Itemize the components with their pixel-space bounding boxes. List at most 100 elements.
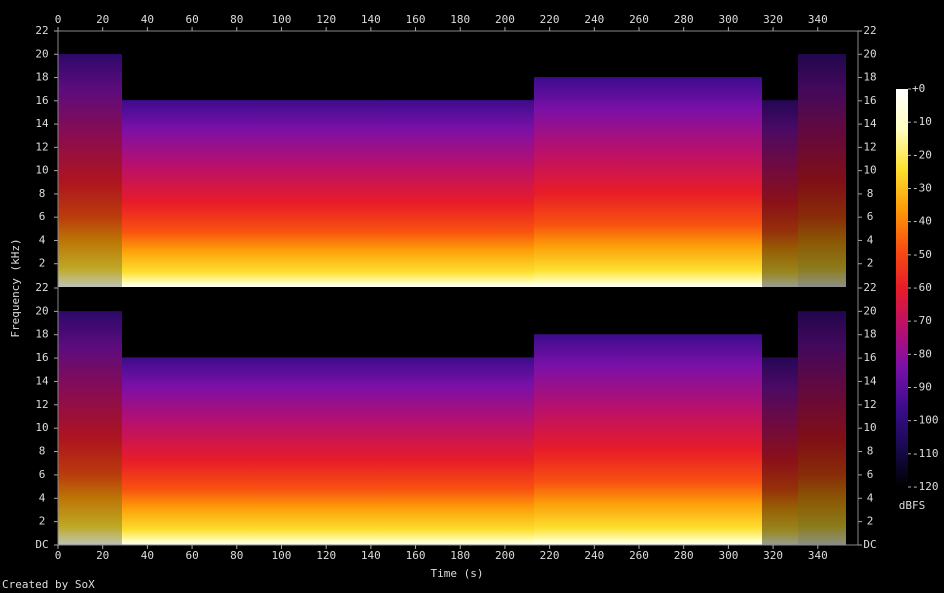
colorbar-tick-label: -20 [912, 148, 932, 161]
y-tick-label: 18 [35, 328, 48, 341]
spectrogram-region [122, 357, 534, 545]
colorbar [896, 89, 908, 487]
colorbar-tick-label: -40 [912, 215, 932, 228]
footer: Created by SoX [2, 578, 95, 591]
y-tick-label: 20 [35, 47, 48, 60]
x-tick-label: 140 [361, 549, 381, 562]
y-tick-label: 4 [39, 491, 46, 504]
x-tick-label: 220 [540, 549, 560, 562]
x-tick-label: 180 [450, 549, 470, 562]
y-tick-label: 6 [867, 468, 874, 481]
y-tick-label: DC [35, 538, 48, 551]
colorbar-tick-label: +0 [912, 82, 925, 95]
y-tick-label: 6 [39, 210, 46, 223]
x-tick-label: 180 [450, 13, 470, 26]
spectrogram-region [762, 100, 798, 288]
y-tick-label: 16 [35, 351, 48, 364]
colorbar-tick-label: -60 [912, 281, 932, 294]
x-tick-label: 300 [718, 13, 738, 26]
y-tick-label: 16 [863, 351, 876, 364]
channel [58, 288, 858, 545]
spectrogram-region [534, 77, 762, 287]
y-tick-label: 8 [39, 445, 46, 458]
y-tick-label: 22 [35, 24, 48, 37]
colorbar-tick-label: -120 [912, 480, 939, 493]
y-tick-label: 14 [35, 374, 49, 387]
spectrogram-region [58, 54, 122, 287]
x-tick-label: 340 [808, 549, 828, 562]
x-tick-label: 300 [718, 549, 738, 562]
colorbar-tick-label: -90 [912, 381, 932, 394]
x-tick-label: 0 [55, 13, 62, 26]
y-tick-label: 8 [867, 445, 874, 458]
colorbar-tick-label: -100 [912, 414, 939, 427]
x-tick-label: 260 [629, 13, 649, 26]
y-tick-label: 12 [863, 140, 876, 153]
y-tick-label: 22 [863, 24, 876, 37]
spectrogram-region [762, 357, 798, 545]
y-tick-label: 2 [867, 515, 874, 528]
y-tick-label: 20 [863, 304, 876, 317]
y-tick-label: 4 [867, 491, 874, 504]
x-tick-label: 200 [495, 13, 515, 26]
spectrogram-region [798, 311, 846, 545]
plot-frame [57, 30, 859, 546]
x-tick-label: 100 [272, 549, 292, 562]
x-tick-label: 80 [230, 13, 243, 26]
y-tick-label: 16 [35, 94, 48, 107]
y-tick-label: 8 [867, 187, 874, 200]
x-tick-label: 240 [584, 549, 604, 562]
y-tick-label: 4 [39, 233, 46, 246]
x-tick-label: 40 [141, 549, 154, 562]
y-tick-label: 14 [863, 374, 877, 387]
colorbar-tick-label: -10 [912, 115, 932, 128]
y-tick-label: 10 [863, 421, 876, 434]
colorbar-tick-label: -30 [912, 182, 932, 195]
spectrogram-region [798, 54, 846, 287]
x-tick-label: 100 [272, 13, 292, 26]
y-tick-label: 10 [35, 421, 48, 434]
y-tick-label: 18 [863, 328, 876, 341]
colorbar-tick-label: -70 [912, 314, 932, 327]
x-tick-label: 0 [55, 549, 62, 562]
channel [58, 31, 858, 288]
spectrogram-region [58, 311, 122, 545]
y-axis-label: Frequency (kHz) [9, 238, 22, 337]
y-tick-label: 14 [35, 117, 49, 130]
x-tick-label: 200 [495, 549, 515, 562]
y-tick-label: 4 [867, 233, 874, 246]
y-tick-label: 22 [863, 281, 876, 294]
colorbar-label: dBFS [899, 499, 926, 512]
colorbar-tick-label: -80 [912, 347, 932, 360]
spectrogram-region [122, 100, 534, 288]
x-tick-label: 260 [629, 549, 649, 562]
x-tick-label: 220 [540, 13, 560, 26]
y-tick-label: 10 [863, 164, 876, 177]
y-tick-label: 2 [39, 257, 46, 270]
x-tick-label: 40 [141, 13, 154, 26]
x-tick-label: 320 [763, 549, 783, 562]
x-tick-label: 280 [674, 549, 694, 562]
y-tick-label: 12 [35, 398, 48, 411]
x-tick-label: 160 [406, 549, 426, 562]
x-tick-label: 340 [808, 13, 828, 26]
y-tick-label: 2 [39, 515, 46, 528]
x-tick-label: 20 [96, 13, 109, 26]
y-tick-label: 22 [35, 281, 48, 294]
x-tick-label: 20 [96, 549, 109, 562]
y-tick-label: 20 [35, 304, 48, 317]
x-tick-label: 120 [316, 13, 336, 26]
x-tick-label: 60 [185, 549, 198, 562]
x-axis-label: Time (s) [431, 567, 484, 580]
x-tick-label: 240 [584, 13, 604, 26]
x-tick-label: 160 [406, 13, 426, 26]
x-tick-label: 120 [316, 549, 336, 562]
x-tick-label: 140 [361, 13, 381, 26]
y-tick-label: 6 [867, 210, 874, 223]
y-tick-label: DC [863, 538, 876, 551]
y-tick-label: 16 [863, 94, 876, 107]
colorbar-tick-label: -110 [912, 447, 939, 460]
y-tick-label: 14 [863, 117, 877, 130]
y-tick-label: 10 [35, 164, 48, 177]
